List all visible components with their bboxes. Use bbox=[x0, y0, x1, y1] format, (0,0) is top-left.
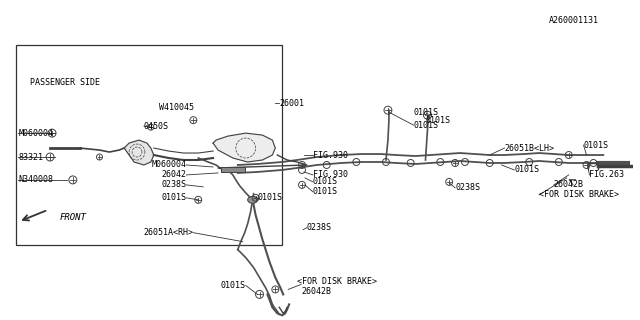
Text: PASSENGER SIDE: PASSENGER SIDE bbox=[30, 78, 100, 87]
Text: 26051B<LH>: 26051B<LH> bbox=[504, 144, 554, 153]
Text: 0101S: 0101S bbox=[413, 121, 438, 130]
Text: M060004: M060004 bbox=[19, 129, 54, 138]
Text: 0101S: 0101S bbox=[426, 116, 451, 125]
Text: 26042B: 26042B bbox=[301, 287, 331, 296]
Polygon shape bbox=[213, 133, 275, 162]
Text: 0101S: 0101S bbox=[221, 281, 246, 290]
Text: 26042: 26042 bbox=[161, 171, 186, 180]
Text: 83321: 83321 bbox=[19, 153, 44, 162]
Text: FIG.263: FIG.263 bbox=[589, 171, 625, 180]
Text: FIG.930: FIG.930 bbox=[313, 150, 348, 160]
Text: 26051A<RH>: 26051A<RH> bbox=[143, 228, 193, 237]
Text: 26042B: 26042B bbox=[554, 180, 584, 189]
Text: <FOR DISK BRAKE>: <FOR DISK BRAKE> bbox=[297, 277, 377, 286]
Text: 26001: 26001 bbox=[279, 99, 304, 108]
Text: FRONT: FRONT bbox=[60, 213, 87, 222]
Text: 0101S: 0101S bbox=[313, 188, 338, 196]
Text: 0101S: 0101S bbox=[257, 193, 282, 202]
Text: 0450S: 0450S bbox=[144, 122, 169, 131]
Text: <FOR DISK BRAKE>: <FOR DISK BRAKE> bbox=[539, 190, 619, 199]
Text: W410045: W410045 bbox=[159, 103, 194, 112]
Text: 0238S: 0238S bbox=[307, 223, 332, 232]
Text: 0238S: 0238S bbox=[455, 183, 480, 192]
Ellipse shape bbox=[248, 196, 257, 203]
Text: 0101S: 0101S bbox=[313, 177, 338, 187]
Text: N340008: N340008 bbox=[19, 175, 54, 184]
Text: 0101S: 0101S bbox=[413, 108, 438, 117]
Text: 0101S: 0101S bbox=[584, 140, 609, 149]
Text: 0101S: 0101S bbox=[161, 193, 186, 202]
Text: 0238S: 0238S bbox=[161, 180, 186, 189]
Text: A260001131: A260001131 bbox=[549, 16, 599, 25]
FancyArrow shape bbox=[221, 167, 244, 172]
Text: FIG.930: FIG.930 bbox=[313, 171, 348, 180]
Text: M060004: M060004 bbox=[152, 160, 186, 170]
Text: 0101S: 0101S bbox=[515, 165, 540, 174]
Polygon shape bbox=[124, 140, 154, 165]
